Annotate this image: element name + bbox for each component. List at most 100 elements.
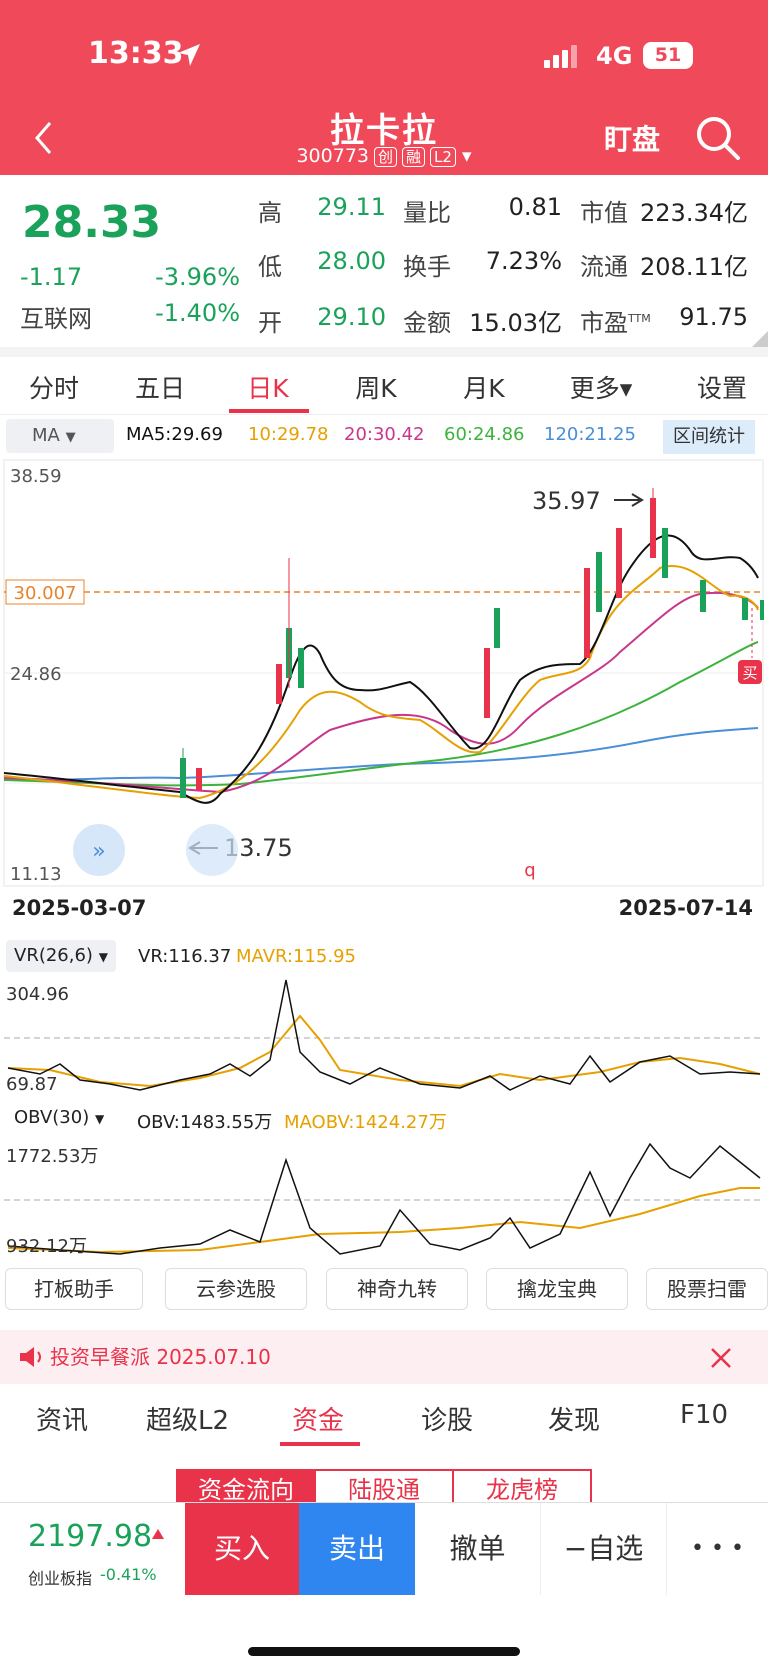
tool-daban[interactable]: 打板助手 <box>5 1268 143 1310</box>
tab-funds[interactable]: 资金 <box>292 1406 345 1436</box>
amount-label: 金额 <box>403 309 451 337</box>
tab-f10[interactable]: F10 <box>680 1400 729 1430</box>
range-stats-button[interactable]: 区间统计 <box>663 420 755 454</box>
search-icon[interactable] <box>694 114 742 162</box>
sector-name[interactable]: 互联网 <box>20 305 92 333</box>
corner-fold-icon <box>752 331 768 347</box>
candles <box>180 488 764 798</box>
open-label: 开 <box>258 309 282 337</box>
vr-selector[interactable]: VR(26,6) ▼ <box>6 940 116 972</box>
tool-yuncan[interactable]: 云参选股 <box>165 1268 307 1310</box>
back-icon[interactable] <box>32 120 56 156</box>
tag-chuang: 创 <box>374 147 398 167</box>
chevron-down-icon: ▼ <box>65 430 76 445</box>
y-top-label: 38.59 <box>10 466 62 487</box>
date-end: 2025-07-14 <box>618 896 753 920</box>
tool-qinlong[interactable]: 擒龙宝典 <box>486 1268 628 1310</box>
pe-label: 市盈TTM <box>580 309 651 337</box>
trade-bar: 2197.98 创业板指 -0.41% 买入 卖出 撤单 −自选 • • • <box>0 1502 768 1669</box>
price-change-pct: -3.96% <box>155 263 240 291</box>
turnover-value: 7.23% <box>485 247 562 275</box>
tab-five-day[interactable]: 五日 <box>134 374 185 403</box>
obv-selector[interactable]: OBV(30) ▼ <box>6 1102 116 1134</box>
tab-diagnose[interactable]: 诊股 <box>421 1406 474 1436</box>
y-mid-label: 24.86 <box>10 664 62 685</box>
arrow-right-icon <box>614 493 644 507</box>
pe-value: 91.75 <box>679 303 748 331</box>
q-mark: q <box>524 860 535 881</box>
high-mark-label: 35.97 <box>532 487 601 515</box>
speaker-icon <box>20 1347 41 1367</box>
tool-saolei[interactable]: 股票扫雷 <box>646 1268 768 1310</box>
ma10-value: 10:29.78 <box>248 424 329 445</box>
app-header: 13:33 4G 51 拉卡拉 300773 创融 L2 ▾ 盯盘 <box>0 0 768 175</box>
amount-value: 15.03亿 <box>469 309 562 337</box>
low-label: 低 <box>258 253 282 281</box>
watch-button[interactable]: 盯盘 <box>604 123 661 156</box>
stock-name: 拉卡拉 <box>330 111 438 151</box>
tab-news[interactable]: 资讯 <box>36 1406 89 1436</box>
high-label: 高 <box>258 199 282 227</box>
cancel-order-button[interactable]: 撤单 <box>415 1503 541 1595</box>
tab-underline <box>229 409 309 413</box>
vol-ratio-value: 0.81 <box>508 193 562 221</box>
stock-code-line[interactable]: 300773 创融 L2 ▾ <box>0 145 768 167</box>
vr-y-top: 304.96 <box>6 984 69 1005</box>
signal-icon <box>544 45 577 68</box>
tab-weekly-k[interactable]: 周K <box>355 374 397 403</box>
index-name: 创业板指 <box>28 1569 93 1588</box>
sell-button[interactable]: 卖出 <box>299 1503 415 1595</box>
period-tabs: 分时 五日 日K 周K 月K 更多▾ 设置 <box>0 357 768 415</box>
divider <box>0 347 768 357</box>
tab-discover[interactable]: 发现 <box>548 1406 601 1436</box>
tab-underline <box>280 1442 360 1446</box>
chevron-down-icon: ▼ <box>98 950 108 964</box>
ma120-value: 120:21.25 <box>544 424 636 445</box>
price-change: -1.17 <box>20 263 83 291</box>
ma5-value: MA5:29.69 <box>126 424 223 445</box>
obv-chart[interactable]: 1772.53万 932.12万 <box>0 1138 768 1262</box>
turnover-label: 换手 <box>403 253 451 281</box>
float-value: 208.11亿 <box>640 253 748 281</box>
mcap-label: 市值 <box>580 199 628 227</box>
tab-daily-k[interactable]: 日K <box>247 374 289 403</box>
vol-ratio-label: 量比 <box>403 199 451 227</box>
maobv-value: MAOBV:1424.27万 <box>284 1112 447 1133</box>
notice-text: 投资早餐派 2025.07.10 <box>50 1345 271 1369</box>
location-arrow-icon <box>178 44 200 66</box>
high-value: 29.11 <box>317 193 386 221</box>
remove-watchlist-button[interactable]: −自选 <box>541 1503 667 1595</box>
vr-chart[interactable]: 304.96 69.87 <box>0 976 768 1100</box>
pe-sup: TTM <box>628 312 651 325</box>
tab-monthly-k[interactable]: 月K <box>463 374 505 403</box>
battery-icon: 51 <box>643 42 693 69</box>
index-pct: -0.41% <box>100 1565 157 1584</box>
close-icon[interactable] <box>710 1347 732 1369</box>
tab-more[interactable]: 更多▾ <box>569 374 633 403</box>
index-value[interactable]: 2197.98 <box>28 1519 153 1554</box>
tab-settings[interactable]: 设置 <box>696 374 747 403</box>
buy-mark: 买 <box>742 664 757 682</box>
tag-l2: L2 <box>430 147 456 167</box>
tool-shenqi[interactable]: 神奇九转 <box>326 1268 468 1310</box>
kline-chart[interactable]: 买 38.59 24.86 11.13 30.007 35.97 13.75 »… <box>0 458 768 888</box>
buy-button[interactable]: 买入 <box>185 1503 299 1595</box>
open-value: 29.10 <box>317 303 386 331</box>
tab-super-l2[interactable]: 超级L2 <box>146 1406 230 1436</box>
tab-minute[interactable]: 分时 <box>28 374 79 403</box>
more-icon[interactable]: • • • <box>691 1536 744 1561</box>
y-bottom-label: 11.13 <box>10 864 62 885</box>
mavr-value: MAVR:115.95 <box>236 946 357 967</box>
float-label: 流通 <box>580 253 628 281</box>
obv-y-top: 1772.53万 <box>6 1146 98 1167</box>
obv-y-bottom: 932.12万 <box>6 1236 87 1257</box>
stock-code: 300773 <box>296 145 369 167</box>
up-triangle-icon <box>152 1529 164 1539</box>
expand-icon[interactable]: » <box>92 839 105 864</box>
seg-hk-connect[interactable]: 陆股通 <box>314 1469 454 1509</box>
vr-value: VR:116.37 <box>138 946 232 967</box>
ma-selector[interactable]: MA ▼ <box>6 419 114 453</box>
date-start: 2025-03-07 <box>12 896 147 920</box>
notice-bar[interactable]: 投资早餐派 2025.07.10 <box>0 1330 768 1384</box>
home-indicator <box>248 1647 520 1656</box>
